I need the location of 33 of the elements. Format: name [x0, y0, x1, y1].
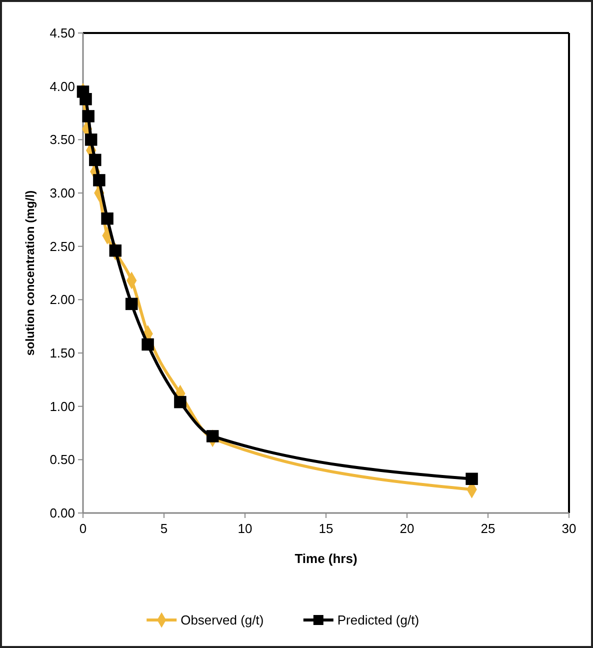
- y-tick-label: 1.50: [50, 346, 75, 361]
- legend-label: Predicted (g/t): [337, 612, 420, 628]
- y-tick-label: 4.50: [50, 26, 75, 41]
- x-tick-label: 0: [79, 521, 87, 536]
- x-tick-label: 25: [480, 521, 496, 536]
- x-tick-label: 10: [238, 521, 252, 536]
- y-tick-label: 3.00: [50, 186, 75, 201]
- point: [206, 430, 219, 442]
- y-tick-label: 2.50: [50, 238, 75, 254]
- legend-label: Observed (g/t): [180, 612, 264, 628]
- point: [84, 134, 98, 146]
- x-tick-label: 15: [318, 521, 334, 536]
- point: [109, 244, 122, 257]
- point: [125, 298, 138, 310]
- point: [466, 472, 478, 485]
- y-axis-title: solution concentration (mg/l): [23, 190, 37, 356]
- y-tick-label: 0.50: [50, 452, 75, 468]
- point: [89, 154, 102, 166]
- point: [142, 338, 154, 351]
- x-tick-label: 5: [160, 521, 168, 536]
- point: [101, 212, 114, 225]
- x-tick-label: 20: [400, 521, 414, 536]
- point: [174, 396, 186, 408]
- y-tick-label: 3.50: [50, 132, 75, 148]
- y-tick-label: 4.00: [50, 78, 75, 94]
- y-tick-label: 1.00: [50, 398, 75, 414]
- x-axis-title: Time (hrs): [294, 551, 358, 566]
- point: [93, 174, 106, 186]
- x-tick-label: 30: [562, 521, 576, 536]
- y-tick-label: 2.00: [50, 292, 75, 308]
- point: [82, 110, 94, 122]
- point: [80, 93, 92, 106]
- y-tick-label: 0.00: [50, 506, 75, 521]
